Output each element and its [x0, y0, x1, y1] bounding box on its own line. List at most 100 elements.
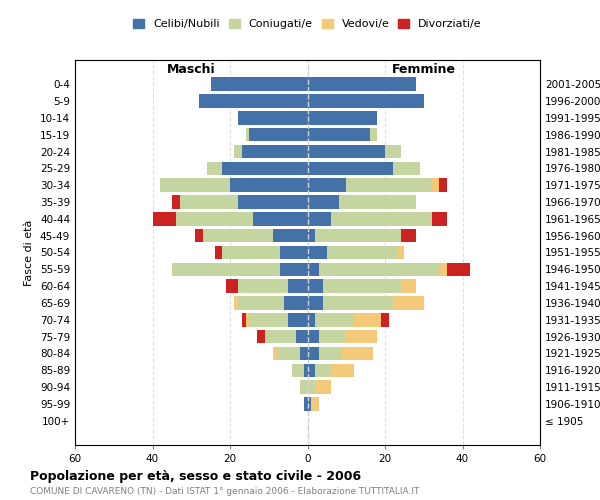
Bar: [308, 346, 319, 360]
Bar: [401, 229, 416, 242]
Bar: [431, 212, 447, 226]
Bar: [288, 280, 308, 293]
Bar: [300, 346, 308, 360]
Bar: [253, 212, 308, 226]
Y-axis label: Fasce di età: Fasce di età: [25, 220, 34, 286]
Bar: [277, 346, 300, 360]
Bar: [160, 178, 230, 192]
Bar: [238, 296, 284, 310]
Bar: [370, 128, 377, 141]
Bar: [331, 364, 354, 377]
Bar: [401, 280, 416, 293]
Bar: [176, 212, 253, 226]
Bar: [393, 296, 424, 310]
Bar: [172, 196, 179, 209]
Bar: [315, 380, 331, 394]
Bar: [265, 330, 296, 344]
Bar: [397, 246, 404, 259]
Bar: [234, 145, 242, 158]
Bar: [203, 229, 272, 242]
Bar: [238, 280, 288, 293]
Bar: [238, 111, 308, 124]
Bar: [238, 196, 308, 209]
Bar: [207, 162, 222, 175]
Bar: [308, 145, 385, 158]
Bar: [179, 196, 238, 209]
Bar: [308, 262, 319, 276]
Bar: [230, 178, 308, 192]
Bar: [284, 296, 308, 310]
Bar: [296, 330, 308, 344]
Bar: [385, 145, 401, 158]
Bar: [439, 178, 447, 192]
Bar: [447, 262, 470, 276]
Bar: [319, 262, 439, 276]
Bar: [308, 78, 416, 91]
Bar: [331, 212, 431, 226]
Bar: [308, 330, 319, 344]
Bar: [308, 296, 323, 310]
Bar: [308, 162, 393, 175]
Bar: [222, 246, 280, 259]
Bar: [292, 364, 304, 377]
Bar: [346, 178, 431, 192]
Bar: [152, 212, 176, 226]
Bar: [323, 296, 393, 310]
Bar: [280, 246, 308, 259]
Bar: [308, 178, 346, 192]
Bar: [195, 229, 203, 242]
Bar: [315, 313, 354, 326]
Bar: [308, 196, 338, 209]
Bar: [242, 313, 245, 326]
Bar: [250, 313, 288, 326]
Bar: [288, 313, 308, 326]
Bar: [308, 229, 315, 242]
Bar: [242, 145, 308, 158]
Bar: [346, 330, 377, 344]
Bar: [315, 229, 401, 242]
Text: Maschi: Maschi: [167, 63, 215, 76]
Bar: [308, 364, 315, 377]
Bar: [327, 246, 397, 259]
Bar: [319, 346, 343, 360]
Bar: [308, 280, 323, 293]
Bar: [304, 397, 308, 410]
Bar: [308, 313, 315, 326]
Bar: [304, 364, 308, 377]
Bar: [215, 246, 222, 259]
Bar: [343, 346, 373, 360]
Bar: [272, 346, 277, 360]
Legend: Celibi/Nubili, Coniugati/e, Vedovi/e, Divorziati/e: Celibi/Nubili, Coniugati/e, Vedovi/e, Di…: [133, 20, 482, 30]
Bar: [381, 313, 389, 326]
Bar: [222, 162, 308, 175]
Bar: [393, 162, 420, 175]
Bar: [308, 397, 311, 410]
Bar: [323, 280, 401, 293]
Bar: [272, 229, 308, 242]
Bar: [338, 196, 416, 209]
Bar: [311, 397, 319, 410]
Bar: [257, 330, 265, 344]
Bar: [319, 330, 346, 344]
Text: Femmine: Femmine: [392, 63, 456, 76]
Bar: [245, 128, 250, 141]
Bar: [439, 262, 447, 276]
Bar: [308, 212, 331, 226]
Bar: [211, 78, 308, 91]
Bar: [315, 364, 331, 377]
Bar: [354, 313, 381, 326]
Bar: [308, 111, 377, 124]
Bar: [280, 262, 308, 276]
Bar: [431, 178, 439, 192]
Bar: [308, 94, 424, 108]
Bar: [226, 280, 238, 293]
Bar: [308, 380, 315, 394]
Bar: [199, 94, 308, 108]
Bar: [308, 128, 370, 141]
Bar: [245, 313, 250, 326]
Bar: [250, 128, 308, 141]
Text: Popolazione per età, sesso e stato civile - 2006: Popolazione per età, sesso e stato civil…: [30, 470, 361, 483]
Bar: [300, 380, 308, 394]
Bar: [308, 246, 327, 259]
Bar: [234, 296, 238, 310]
